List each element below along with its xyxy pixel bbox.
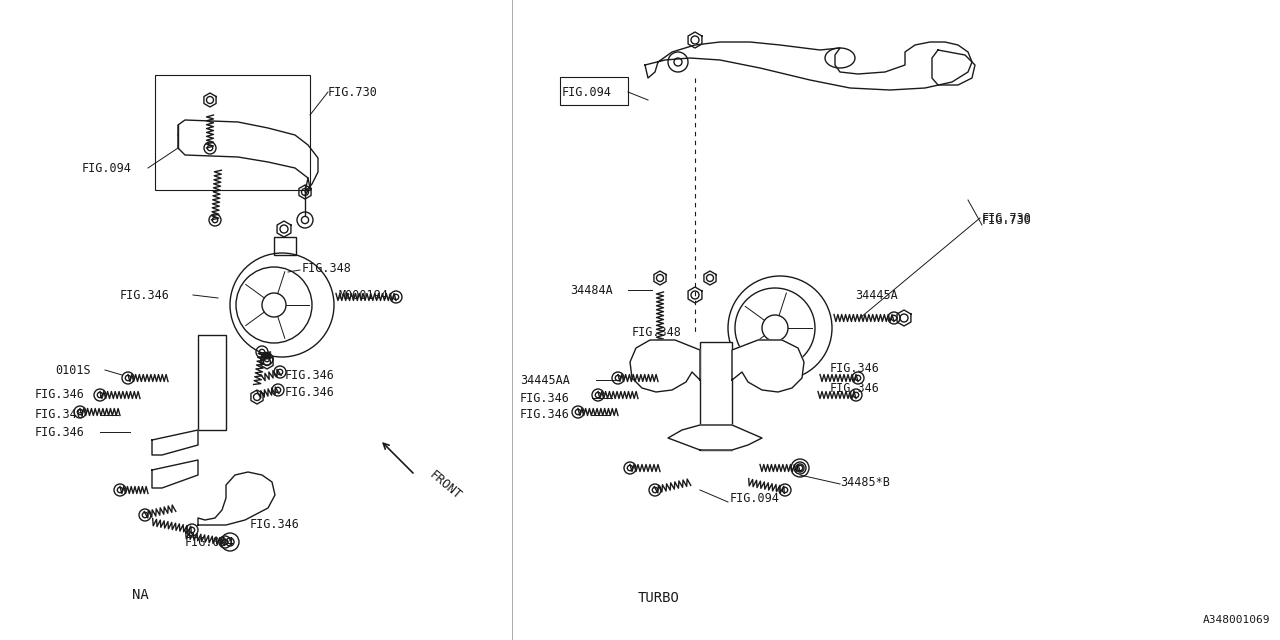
Text: 34485*B: 34485*B [840, 476, 890, 488]
Bar [155, 75, 310, 190]
Text: TURBO: TURBO [637, 591, 680, 605]
Bar [561, 77, 628, 105]
Polygon shape [152, 460, 198, 488]
Text: FIG.094: FIG.094 [562, 86, 612, 99]
Text: A348001069: A348001069 [1202, 615, 1270, 625]
Text: FIG.730: FIG.730 [328, 86, 378, 99]
Text: FIG.348: FIG.348 [632, 326, 682, 339]
Text: M000194: M000194 [338, 289, 388, 301]
Text: 0101S: 0101S [55, 364, 91, 376]
Text: FIG.346: FIG.346 [250, 518, 300, 531]
Text: FIG.730: FIG.730 [982, 214, 1032, 227]
Text: FIG.346: FIG.346 [35, 408, 84, 422]
Text: 34445AA: 34445AA [520, 374, 570, 387]
Text: FIG.346: FIG.346 [520, 408, 570, 422]
Polygon shape [732, 340, 804, 392]
Text: FIG.094: FIG.094 [82, 161, 132, 175]
Polygon shape [668, 425, 762, 450]
Text: FIG.094: FIG.094 [730, 492, 780, 504]
Text: FRONT: FRONT [428, 468, 465, 502]
Text: FIG.346: FIG.346 [520, 392, 570, 404]
Text: FIG.730: FIG.730 [982, 211, 1032, 225]
Bar [198, 335, 227, 430]
Text: FIG.346: FIG.346 [829, 381, 879, 394]
Text: FIG.094: FIG.094 [186, 536, 234, 548]
Polygon shape [932, 50, 975, 85]
Text: FIG.348: FIG.348 [302, 262, 352, 275]
Polygon shape [198, 472, 275, 525]
Text: 34445A: 34445A [855, 289, 897, 301]
Text: FIG.346: FIG.346 [35, 388, 84, 401]
Text: FIG.346: FIG.346 [285, 369, 335, 381]
Text: NA: NA [132, 588, 148, 602]
Text: FIG.346: FIG.346 [285, 385, 335, 399]
Text: 34484A: 34484A [570, 284, 613, 296]
Polygon shape [645, 42, 972, 90]
Polygon shape [152, 430, 198, 455]
Text: FIG.346: FIG.346 [829, 362, 879, 374]
Bar [700, 342, 732, 450]
Bar [274, 237, 296, 255]
Polygon shape [630, 340, 700, 392]
Text: FIG.346: FIG.346 [35, 426, 84, 438]
Text: FIG.346: FIG.346 [120, 289, 170, 301]
